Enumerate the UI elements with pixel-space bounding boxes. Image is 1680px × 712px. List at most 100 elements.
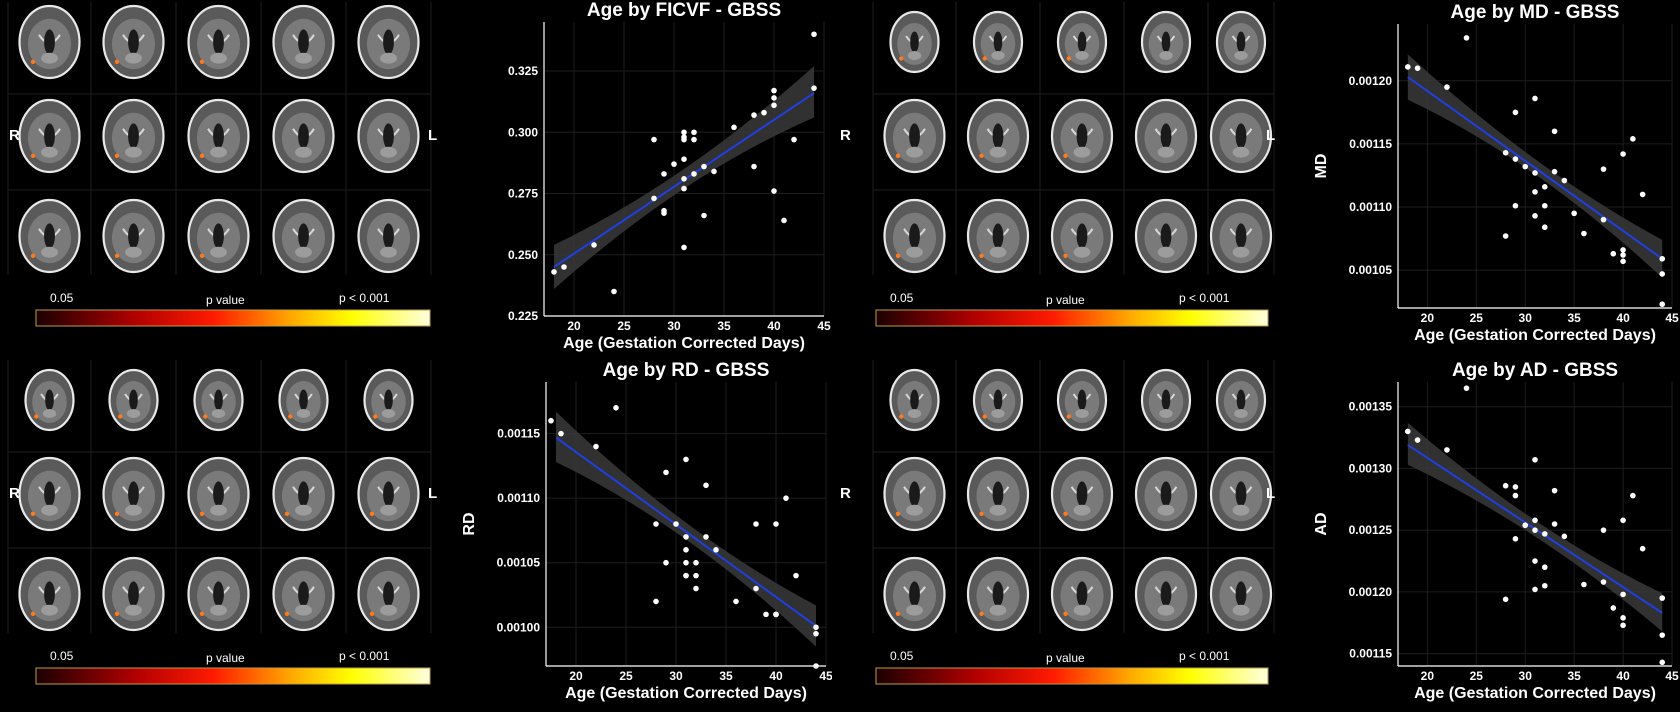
data-point	[663, 559, 669, 566]
brain-cerebellum	[42, 409, 57, 418]
colorbar	[875, 309, 1269, 327]
brain-center	[45, 389, 54, 411]
significance-cluster	[1063, 153, 1068, 158]
brain-center	[298, 481, 309, 507]
brain-center	[1160, 123, 1172, 149]
data-point	[791, 136, 797, 143]
brain-slice	[187, 198, 250, 274]
brain-cerebellum	[295, 52, 312, 64]
regression-line	[1407, 76, 1663, 260]
brain-slice	[193, 368, 244, 432]
data-point	[1639, 545, 1646, 552]
brain-cerebellum	[41, 504, 58, 516]
data-point	[1600, 527, 1607, 533]
brain-cerebellum	[125, 604, 142, 616]
brain-center	[993, 389, 1003, 411]
data-point	[1620, 591, 1626, 598]
data-point	[673, 521, 679, 527]
data-point	[1620, 622, 1626, 629]
brain-center	[383, 223, 394, 249]
data-point	[731, 124, 737, 131]
brain-slice	[102, 556, 165, 632]
colorbar-mid-label: p value	[206, 651, 245, 665]
significance-cluster	[373, 414, 378, 419]
data-point	[1620, 151, 1626, 157]
significance-cluster	[899, 56, 904, 61]
brain-slice	[272, 456, 335, 532]
significance-cluster	[199, 611, 205, 616]
data-point	[703, 482, 709, 489]
significance-cluster	[30, 253, 36, 258]
chart-ad: Age by AD - GBSS 20 25 30 35 40 45 0.00115 0.001…	[1302, 358, 1680, 712]
significance-cluster	[369, 511, 375, 516]
significance-cluster	[982, 56, 987, 61]
colorbar-high-label: p < 0.001	[1179, 649, 1230, 663]
brain-slice	[1215, 368, 1267, 432]
y-tick-label: 0.275	[508, 187, 538, 201]
data-point	[593, 443, 599, 450]
brain-center	[992, 581, 1004, 607]
side-label-right: L	[1266, 485, 1275, 502]
brain-slice	[1050, 556, 1114, 632]
data-point	[1532, 95, 1538, 102]
data-point	[753, 585, 759, 592]
significance-cluster	[979, 153, 984, 158]
data-point	[1620, 247, 1626, 253]
data-point	[1502, 149, 1509, 156]
data-point	[1463, 35, 1470, 41]
brain-center	[384, 389, 393, 411]
colorbar-low-label: 0.05	[890, 649, 914, 663]
brain-cerebellum	[1073, 246, 1091, 258]
brain-cerebellum	[991, 51, 1005, 60]
brain-center	[44, 223, 55, 249]
data-point	[793, 572, 799, 579]
data-point	[683, 559, 689, 566]
x-tick-label: 40	[767, 319, 781, 333]
brain-slice	[357, 4, 420, 80]
brain-center	[128, 223, 139, 249]
colorbar-mid-label: p value	[1046, 293, 1085, 307]
colorbar-mid-label: p value	[206, 293, 245, 307]
significance-cluster	[1063, 511, 1068, 516]
data-point	[1581, 581, 1587, 588]
brain-grid	[7, 360, 432, 633]
brain-center	[383, 481, 394, 507]
brain-slice	[1134, 198, 1198, 274]
brain-slice	[272, 198, 335, 274]
data-point	[713, 547, 719, 553]
data-point	[691, 129, 697, 136]
data-point	[1532, 213, 1538, 219]
brain-slice	[357, 198, 420, 274]
brain-cerebellum	[1157, 504, 1175, 516]
brain-center	[128, 123, 139, 149]
brain-center	[1077, 31, 1087, 53]
data-point	[813, 624, 819, 631]
significance-cluster	[895, 253, 901, 258]
brain-center	[128, 581, 139, 607]
significance-cluster	[895, 511, 901, 516]
x-tick-label: 45	[819, 669, 832, 683]
data-point	[703, 534, 709, 540]
data-point	[1551, 487, 1558, 494]
x-tick-label: 45	[817, 319, 831, 333]
brain-slice	[1056, 368, 1108, 432]
data-point	[691, 136, 697, 143]
brain-center	[213, 481, 224, 507]
colorbar-high-label: p < 0.001	[1179, 291, 1230, 305]
brain-cerebellum	[1073, 604, 1091, 616]
y-tick-label: 0.00105	[497, 556, 541, 570]
data-point	[681, 185, 687, 192]
brain-slice	[1209, 556, 1273, 632]
data-point	[653, 598, 659, 605]
brain-center	[128, 481, 139, 507]
brain-cerebellum	[41, 246, 58, 258]
brain-panel-bottom-left: R L 0.05 p value p < 0.001	[0, 358, 440, 693]
data-point	[771, 102, 777, 109]
brain-slice	[18, 198, 81, 274]
x-tick-label: 30	[1519, 669, 1533, 683]
significance-cluster	[979, 253, 984, 258]
significance-cluster	[114, 511, 120, 516]
data-point	[693, 585, 699, 592]
y-tick-label: 0.00115	[1349, 647, 1392, 661]
brain-cerebellum	[1232, 146, 1250, 158]
